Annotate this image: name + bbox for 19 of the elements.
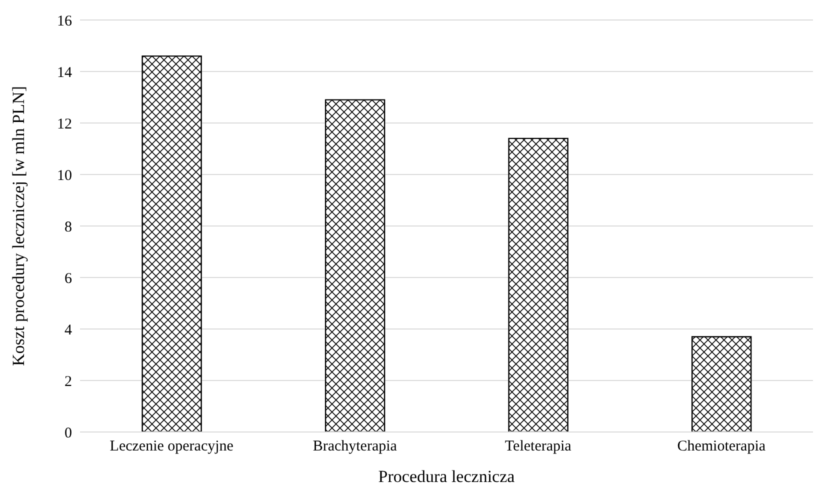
bar (508, 138, 568, 432)
y-tick-label: 6 (64, 270, 72, 287)
y-tick-label: 14 (57, 64, 72, 81)
x-tick-label: Brachyterapia (312, 438, 398, 455)
x-tick-label: Teleterapia (504, 438, 572, 455)
x-tick-label: Chemioterapia (677, 438, 766, 455)
y-tick-label: 4 (64, 322, 72, 338)
y-tick-label: 10 (57, 168, 72, 184)
y-axis-title: Koszt procedury leczniczej [w mln PLN] (9, 86, 28, 366)
y-tick-label: 16 (57, 13, 72, 30)
bar (691, 336, 752, 432)
x-axis-title: Procedura lecznicza (378, 467, 516, 486)
y-tick-label: 8 (64, 219, 72, 236)
bar (324, 99, 386, 432)
y-tick-label: 0 (64, 425, 72, 442)
y-tick-label: 2 (64, 374, 72, 390)
y-tick-label: 12 (57, 116, 72, 132)
x-tick-label: Leczenie operacyjne (110, 438, 234, 455)
bar (142, 55, 202, 432)
